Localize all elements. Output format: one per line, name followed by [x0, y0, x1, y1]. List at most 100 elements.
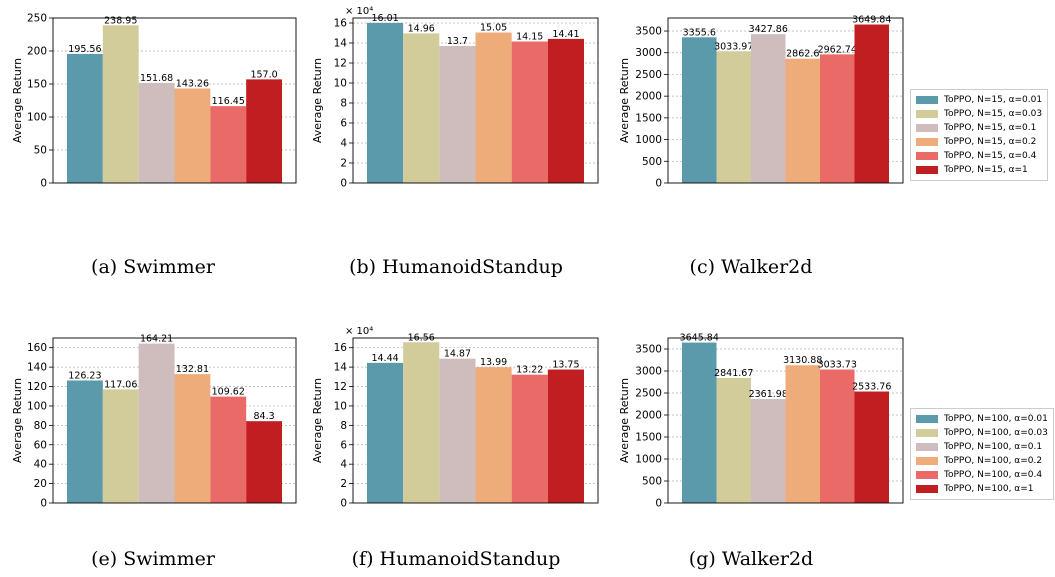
data-label: 238.95	[104, 15, 137, 26]
bar	[511, 41, 548, 183]
y-tick-label: 1500	[635, 112, 662, 124]
data-label: 2862.6	[786, 49, 819, 60]
legend-label: ToPPO, N=15, α=1	[944, 165, 1028, 175]
legend-entry: ToPPO, N=15, α=0.4	[916, 149, 1042, 163]
bar	[854, 391, 889, 503]
caption-e: (e) Swimmer	[91, 548, 215, 570]
data-label: 157.0	[250, 69, 277, 80]
data-label: 14.41	[552, 29, 579, 40]
data-label: 126.23	[68, 370, 101, 381]
plot-frame	[52, 337, 297, 504]
data-label: 14.44	[371, 353, 398, 364]
data-label: 109.62	[212, 387, 245, 398]
y-tick-label: 0	[340, 178, 347, 190]
y-tick-label: 1000	[635, 134, 662, 146]
legend-label: ToPPO, N=100, α=0.2	[944, 456, 1043, 466]
legend-label: ToPPO, N=15, α=0.4	[944, 151, 1037, 161]
plot-frame	[352, 17, 599, 184]
y-tick-label: 100	[27, 400, 47, 412]
y-tick-label: 3000	[635, 47, 662, 59]
y-tick-label: 40	[34, 459, 47, 471]
bar	[246, 79, 282, 183]
data-label: 14.87	[444, 349, 471, 360]
bar	[138, 82, 175, 183]
data-label: 13.22	[516, 365, 543, 376]
bar	[246, 421, 282, 503]
legend-entry: ToPPO, N=15, α=1	[916, 163, 1042, 177]
data-label: 14.15	[516, 32, 543, 43]
bar	[403, 33, 440, 184]
legend-entry: ToPPO, N=15, α=0.03	[916, 107, 1042, 121]
y-tick-label: 2000	[635, 410, 662, 422]
legend-swatch	[916, 457, 938, 465]
plot-frame	[52, 17, 297, 184]
y-tick-label: 10	[334, 78, 347, 90]
legend-entry: ToPPO, N=100, α=0.1	[916, 440, 1048, 454]
y-tick-label: 60	[34, 439, 47, 451]
legend-label: ToPPO, N=100, α=0.03	[944, 428, 1048, 438]
y-tick-label: 120	[27, 381, 47, 393]
data-label: 164.21	[140, 334, 173, 345]
data-label: 132.81	[176, 364, 209, 375]
y-axis-label: Average Return	[618, 58, 631, 143]
y-tick-label: 0	[340, 498, 347, 510]
bar	[174, 88, 211, 183]
y-tick-label: 500	[642, 156, 662, 168]
bar	[511, 374, 548, 503]
legend-entry: ToPPO, N=100, α=0.2	[916, 454, 1048, 468]
bar	[547, 369, 584, 503]
data-label: 13.99	[480, 357, 507, 368]
y-tick-label: 0	[40, 178, 47, 190]
data-label: 13.75	[552, 360, 579, 371]
bar	[210, 106, 247, 183]
bar	[138, 343, 175, 503]
data-label: 14.96	[408, 23, 435, 34]
caption-a: (a) Swimmer	[91, 256, 215, 278]
legend-label: ToPPO, N=100, α=0.1	[944, 442, 1043, 452]
data-label: 84.3	[254, 411, 275, 422]
y-tick-label: 14	[334, 362, 348, 374]
y-tick-label: 2	[340, 478, 347, 490]
plot-frame	[352, 337, 599, 504]
bar	[367, 362, 404, 503]
legend-label: ToPPO, N=15, α=0.01	[944, 95, 1043, 105]
legend-label: ToPPO, N=100, α=0.01	[944, 414, 1048, 424]
caption-b: (b) HumanoidStandup	[349, 256, 563, 278]
data-label: 3033.97	[714, 41, 753, 52]
data-label: 3355.6	[683, 27, 716, 38]
plot-frame	[667, 17, 904, 184]
legend-label: ToPPO, N=100, α=0.4	[944, 470, 1043, 480]
data-label: 195.56	[68, 44, 101, 55]
caption-c: (c) Walker2d	[689, 256, 813, 278]
y-axis-label: Average Return	[311, 378, 324, 463]
legend-swatch	[916, 96, 938, 104]
bar	[716, 377, 751, 503]
legend-swatch	[916, 138, 938, 146]
legend-entry: ToPPO, N=15, α=0.2	[916, 135, 1042, 149]
bar	[716, 51, 751, 184]
legend-swatch	[916, 471, 938, 479]
bar	[102, 25, 139, 183]
y-tick-label: 2500	[635, 69, 662, 81]
y-tick-label: 0	[655, 178, 662, 190]
data-label: 3649.84	[852, 15, 891, 26]
y-tick-label: 500	[642, 476, 662, 488]
bar	[751, 34, 786, 184]
bar	[475, 367, 512, 503]
y-tick-label: 250	[27, 13, 47, 25]
bar	[367, 22, 404, 184]
y-tick-label: 0	[655, 498, 662, 510]
y-tick-label: 160	[27, 342, 47, 354]
data-label: 2841.67	[714, 368, 753, 379]
bar	[67, 53, 103, 183]
data-label: 116.45	[212, 96, 245, 107]
y-tick-label: 14	[334, 38, 348, 50]
axis-multiplier: × 10⁴	[345, 6, 373, 17]
y-tick-label: 3000	[635, 366, 662, 378]
bar	[439, 46, 476, 183]
legend-swatch	[916, 415, 938, 423]
y-tick-label: 0	[40, 498, 47, 510]
data-label: 15.05	[480, 23, 507, 34]
legend-swatch	[916, 166, 938, 174]
